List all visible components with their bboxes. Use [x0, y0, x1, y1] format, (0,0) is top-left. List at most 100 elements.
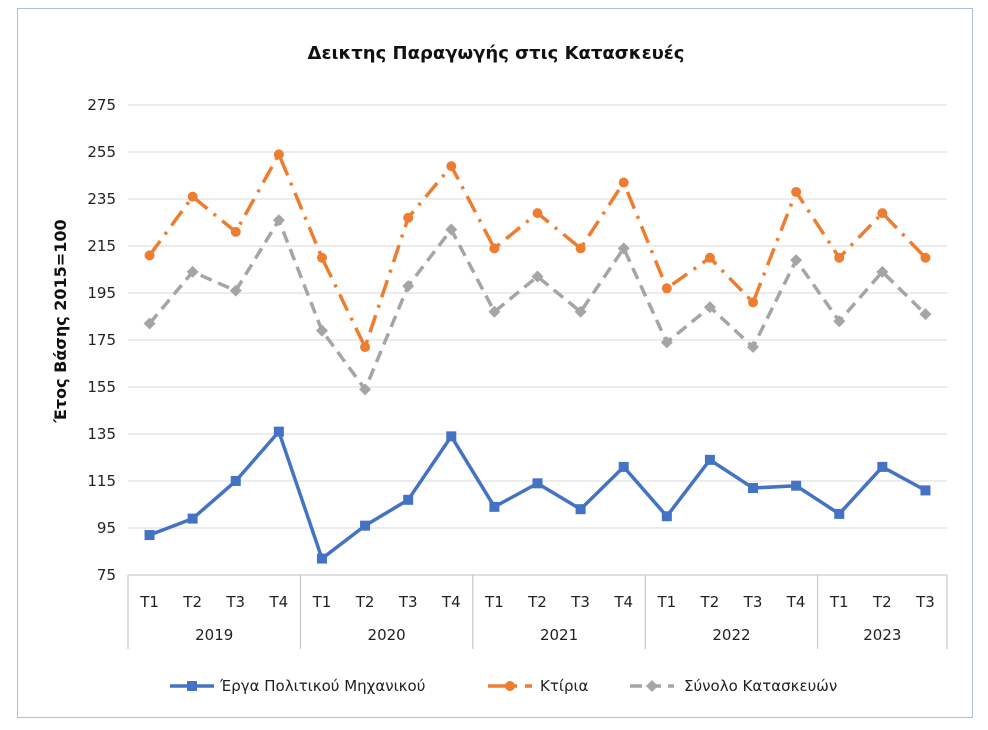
data-point — [748, 483, 759, 494]
legend-item: Έργα Πολιτικού Μηχανικού — [170, 677, 425, 695]
data-point — [229, 284, 242, 297]
data-point — [315, 324, 328, 337]
x-tick-label: T3 — [915, 593, 935, 611]
y-tick-labels: 75 95 115 135 155 175 195 215 235 255 275 — [87, 96, 116, 584]
series-line — [148, 429, 927, 561]
series-0 — [144, 426, 931, 564]
chart: Δεικτης Παραγωγής στις Κατασκευές Έτος Β… — [51, 43, 948, 695]
x-tick-label: T3 — [570, 593, 590, 611]
data-point — [790, 254, 803, 267]
x-tick-label: T2 — [355, 593, 375, 611]
chart-title: Δεικτης Παραγωγής στις Κατασκευές — [308, 43, 685, 64]
data-point — [316, 252, 327, 263]
data-point — [489, 243, 500, 254]
data-point — [575, 243, 586, 254]
y-axis-label: Έτος Βάσης 2015=100 — [51, 219, 70, 423]
data-point — [488, 305, 501, 318]
data-point — [617, 242, 630, 255]
y-tick-label: 75 — [97, 566, 116, 584]
data-point — [661, 283, 672, 294]
legend-label: Σύνολο Κατασκευών — [684, 677, 837, 695]
data-point — [144, 530, 155, 541]
data-point — [661, 511, 672, 522]
data-point — [834, 252, 845, 263]
data-point — [359, 383, 372, 396]
data-point — [646, 680, 658, 692]
y-tick-label: 135 — [87, 425, 116, 443]
data-point — [446, 431, 457, 442]
data-point — [505, 681, 515, 691]
data-point — [704, 454, 715, 465]
data-point — [272, 214, 285, 227]
x-tick-label: T2 — [527, 593, 547, 611]
data-point — [445, 223, 458, 236]
y-tick-label: 115 — [87, 472, 116, 490]
data-point — [833, 315, 846, 328]
y-tick-label: 175 — [87, 331, 116, 349]
x-tick-label: T4 — [441, 593, 461, 611]
y-tick-label: 195 — [87, 284, 116, 302]
data-point — [144, 250, 155, 261]
data-point — [834, 508, 845, 519]
data-point — [748, 297, 759, 308]
legend-item: Κτίρια — [488, 677, 589, 695]
y-tick-label: 95 — [97, 519, 116, 537]
x-axis: T1 T2 T3 T4 T1 T2 T3 T4 T1 T2 T3 T4 T1 T2 T3 T4 T1 T2 T3 20… — [127, 574, 948, 649]
data-point — [230, 476, 241, 486]
data-point — [877, 208, 888, 219]
data-point — [791, 480, 802, 491]
x-group-label: 2023 — [863, 626, 901, 644]
data-point — [446, 161, 457, 172]
data-point — [316, 553, 327, 564]
data-point — [273, 149, 284, 160]
x-group-label: 2020 — [368, 626, 406, 644]
data-point — [876, 265, 889, 278]
data-point — [747, 341, 760, 354]
data-point — [703, 301, 716, 314]
x-tick-label: T4 — [786, 593, 806, 611]
y-tick-label: 235 — [87, 190, 116, 208]
x-tick-label: T1 — [484, 593, 504, 611]
data-point — [919, 308, 932, 321]
x-tick-label: T1 — [312, 593, 332, 611]
data-point — [360, 342, 371, 353]
x-group-label: 2022 — [712, 626, 750, 644]
x-group-label: 2019 — [195, 626, 233, 644]
series-lines — [143, 149, 932, 564]
y-tick-label: 215 — [87, 237, 116, 255]
y-tick-label: 275 — [87, 96, 116, 114]
data-point — [618, 177, 629, 188]
x-tick-label: T3 — [225, 593, 245, 611]
x-tick-label: T3 — [743, 593, 763, 611]
data-point — [489, 501, 500, 512]
grid-lines — [128, 104, 947, 529]
data-point — [618, 461, 629, 472]
data-point — [402, 279, 415, 292]
x-tick-label: T4 — [269, 593, 289, 611]
data-point — [575, 504, 586, 515]
data-point — [143, 317, 156, 330]
x-tick-label: T2 — [872, 593, 892, 611]
data-point — [704, 252, 715, 263]
legend-label: Κτίρια — [540, 677, 589, 695]
data-point — [187, 513, 198, 524]
series-1 — [144, 149, 931, 353]
data-point — [660, 336, 673, 349]
x-tick-label: T4 — [613, 593, 633, 611]
y-tick-label: 255 — [87, 143, 116, 161]
data-point — [574, 305, 587, 318]
legend: Έργα Πολιτικού Μηχανικού Κτίρια Σύνολο Κατ… — [170, 677, 837, 695]
x-tick-label: T2 — [182, 593, 202, 611]
series-2 — [143, 214, 932, 396]
x-tick-label: T3 — [398, 593, 418, 611]
data-point — [187, 681, 197, 691]
series-line — [148, 152, 927, 349]
x-tick-label: T1 — [656, 593, 676, 611]
data-point — [403, 494, 414, 505]
data-point — [187, 191, 198, 202]
x-tick-label: T1 — [829, 593, 849, 611]
data-point — [360, 520, 371, 531]
x-tick-label: T2 — [700, 593, 720, 611]
y-tick-label: 155 — [87, 378, 116, 396]
data-point — [877, 461, 888, 472]
